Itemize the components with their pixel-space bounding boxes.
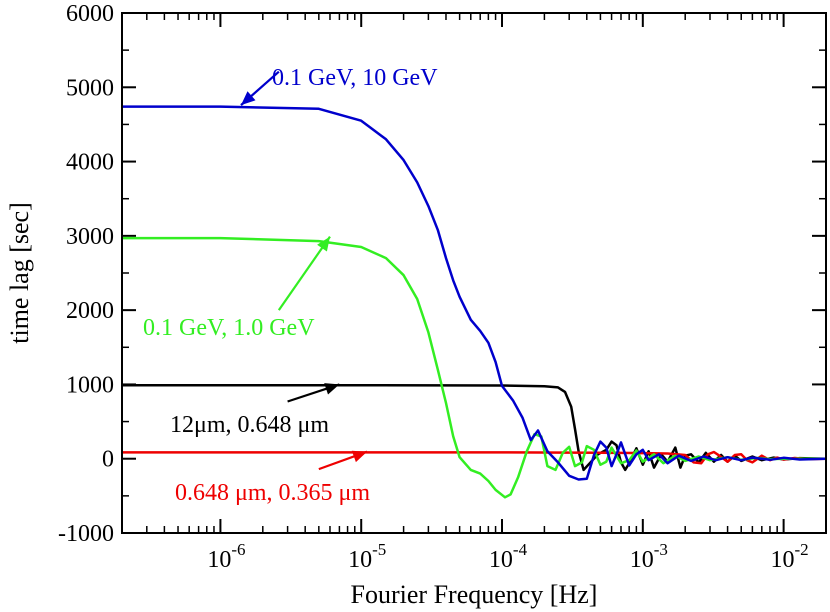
y-axis-title: time lag [sec] [5,202,34,344]
annotation-label-black: 12μm, 0.648 μm [170,412,329,438]
annotation-arrow-line [277,235,331,311]
plot-frame [121,12,827,534]
y-tick-label: 3000 [66,224,114,250]
series-annotations: 0.1 GeV, 10 GeV 0.1 GeV, 1.0 GeV 12μm, 0.6… [143,65,438,506]
annotation-arrow-head [351,450,367,463]
x-tick-label: 10-4 [489,540,528,573]
annotation-arrow-head [317,236,330,252]
annotation-arrow-head [241,91,256,106]
x-axis-ticks: 10-6 10-5 10-4 10-3 10-2 [121,13,827,573]
y-axis-ticks: 6000 5000 4000 3000 2000 1000 0 -1000 [58,1,826,547]
series-line [122,236,826,499]
y-tick-label: 0 [102,447,114,473]
y-tick-label: 1000 [66,372,114,398]
y-tick-label: 4000 [66,150,114,176]
y-tick-label: 6000 [66,1,114,27]
annotation-label-blue: 0.1 GeV, 10 GeV [272,65,438,91]
x-axis-title: Fourier Frequency [Hz] [351,580,598,609]
annotation-arrow-head [324,383,340,395]
x-tick-label: 10-3 [630,540,668,573]
series-line [122,383,827,472]
series-line [122,105,827,481]
y-tick-label: -1000 [58,521,114,547]
y-tick-label: 5000 [66,75,114,101]
chart-series [122,105,827,499]
y-tick-label: 2000 [66,298,114,324]
annotation-label-green: 0.1 GeV, 1.0 GeV [143,315,315,341]
x-tick-label: 10-2 [771,540,809,573]
x-tick-label: 10-5 [348,540,386,573]
x-tick-label: 10-6 [207,540,245,573]
annotation-label-red: 0.648 μm, 0.365 μm [175,480,370,506]
